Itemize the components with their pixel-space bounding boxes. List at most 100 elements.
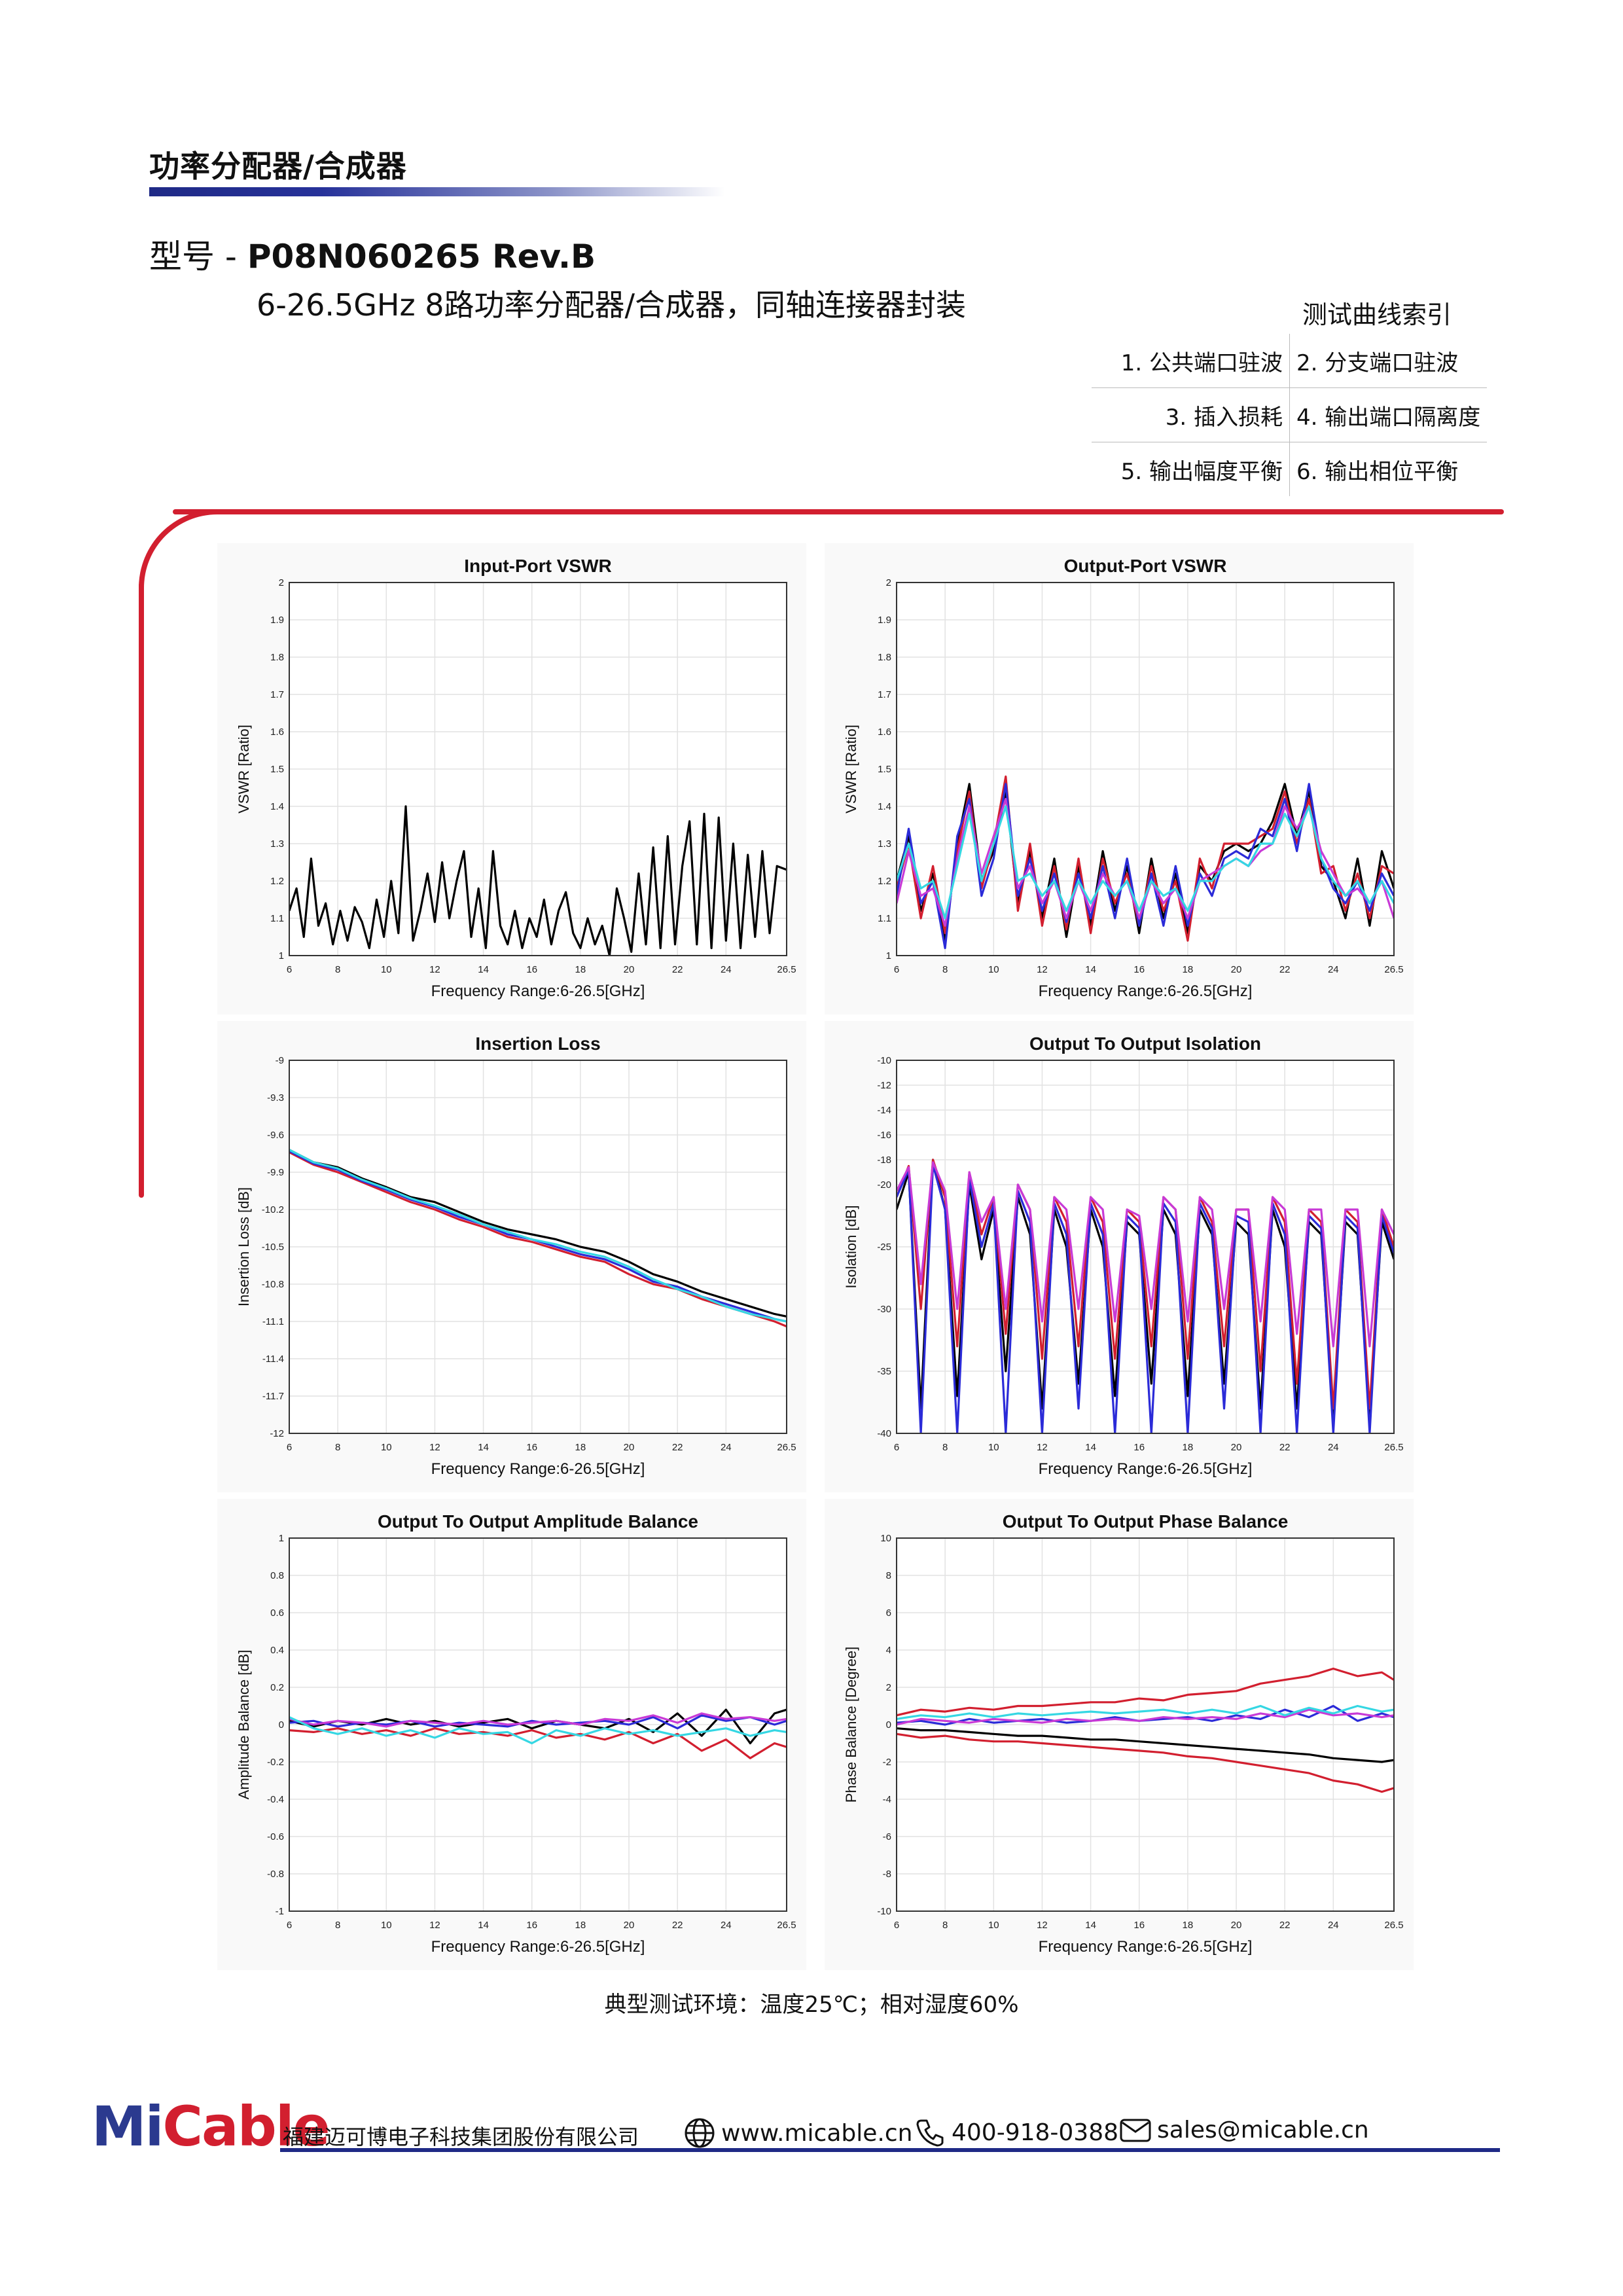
phone-number[interactable]: 400-918-0388 [952, 2119, 1119, 2146]
series-line-4 [289, 1149, 787, 1323]
x-tick-label: 6 [287, 964, 292, 975]
model-prefix: 型号 - [149, 238, 247, 276]
y-tick-label: 1.1 [878, 913, 891, 924]
chart-svg: 6 8 10 12 14 16 18 20 22 24 26.5 1 1.1 1.2 1.3 1.4 1.5 1.… [236, 556, 796, 1000]
x-tick-label: 14 [1085, 964, 1096, 975]
series-line-5 [897, 805, 1394, 920]
x-tick-label: 18 [575, 1442, 586, 1453]
micable-logo: MiCable [92, 2094, 330, 2159]
y-tick-label: 1 [279, 1533, 284, 1544]
x-tick-label: 6 [287, 1920, 292, 1931]
test-environment-note: 典型测试环境：温度25℃；相对湿度60% [604, 1992, 1019, 2018]
plot-border [896, 1537, 1395, 1912]
y-tick-label: -11.1 [262, 1316, 284, 1327]
x-tick-label: 20 [624, 964, 635, 975]
chart-title: Input-Port VSWR [464, 556, 612, 576]
chart-title: Insertion Loss [475, 1033, 600, 1054]
chart-title: Output-Port VSWR [1064, 556, 1227, 576]
x-tick-label: 12 [429, 1442, 440, 1453]
y-tick-label: 0.4 [270, 1645, 284, 1656]
header-gradient-rule [149, 187, 725, 196]
x-tick-label: 22 [672, 1920, 683, 1931]
chart-svg: 6 8 10 12 14 16 18 20 22 24 26.5-10-8-6-4-20246810… [843, 1511, 1404, 1956]
x-tick-label: 22 [672, 964, 683, 975]
y-axis-label: VSWR [Ratio] [843, 725, 859, 814]
series-group [897, 1158, 1394, 1433]
y-tick-label: -0.2 [267, 1757, 284, 1768]
series-line-2 [289, 1151, 787, 1328]
chart-title: Output To Output Isolation [1029, 1033, 1261, 1054]
series-line-5 [289, 1716, 787, 1745]
product-subtitle: 6-26.5GHz 8路功率分配器/合成器，同轴连接器封装 [257, 287, 967, 323]
x-tick-label: 14 [478, 964, 489, 975]
index-title: 测试曲线索引 [1302, 300, 1452, 329]
footer: MiCable 福建迈可博电子科技集团股份有限公司 www.micable.cn… [92, 2094, 1531, 2159]
x-tick-label: 18 [575, 1920, 586, 1931]
y-tick-label: 1.2 [270, 876, 284, 887]
x-tick-label: 24 [721, 1920, 732, 1931]
y-tick-label: 1.9 [878, 615, 891, 626]
x-tick-label: 6 [894, 964, 899, 975]
curve-index-table: 1. 公共端口驻波 2. 分支端口驻波 3. 插入损耗 4. 输出端口隔离度 5. … [1092, 334, 1488, 496]
x-tick-label: 14 [1085, 1442, 1096, 1453]
series-line-4 [897, 1161, 1394, 1348]
plot-border [896, 582, 1395, 956]
series-line-1 [289, 1708, 787, 1745]
y-axis-label: Phase Balance [Degree] [843, 1647, 859, 1803]
x-tick-label: 8 [335, 964, 340, 975]
y-tick-label: 1.3 [270, 838, 284, 850]
email-address[interactable]: sales@micable.cn [1157, 2117, 1369, 2144]
y-tick-label: -9.9 [267, 1167, 284, 1178]
y-tick-label: 1.8 [270, 652, 284, 663]
x-tick-label: 26.5 [777, 1442, 796, 1453]
chart-amplitude-balance: 6 8 10 12 14 16 18 20 22 24 26.5 -1 -0.8 -0.6 -0.4 -0.2… [217, 1499, 806, 1970]
y-tick-label: 1.1 [270, 913, 284, 924]
y-tick-label: -11.4 [262, 1354, 284, 1365]
x-tick-label: 12 [429, 964, 440, 975]
index-row: 3. 插入损耗 4. 输出端口隔离度 [1092, 387, 1488, 442]
x-tick-label: 16 [1133, 1920, 1145, 1931]
x-tick-label: 26.5 [1384, 964, 1403, 975]
chart-output-vswr: 6 8 10 12 14 16 18 20 22 24 26.5 1 1.1 1.2 1.3 1.4 1.5 1.… [825, 543, 1414, 1014]
x-tick-label: 26.5 [777, 964, 796, 975]
model-number: P08N060265 Rev.B [247, 238, 596, 276]
y-tick-label: 1.6 [270, 726, 284, 738]
x-tick-label: 22 [1279, 1920, 1291, 1931]
x-tick-label: 14 [478, 1442, 489, 1453]
series-group [289, 1708, 787, 1759]
email-contact: sales@micable.cn [1119, 2117, 1369, 2144]
x-tick-label: 24 [1328, 964, 1339, 975]
category-title: 功率分配器/合成器 [149, 149, 407, 184]
x-tick-label: 6 [287, 1442, 292, 1453]
x-tick-label: 8 [942, 1920, 948, 1931]
plot-border [896, 1060, 1395, 1434]
y-tick-label: -9.6 [267, 1130, 284, 1141]
website-link[interactable]: www.micable.cn [721, 2119, 913, 2147]
y-axis-label: Insertion Loss [dB] [236, 1187, 252, 1306]
phone-contact: 400-918-0388 [915, 2117, 1118, 2148]
series-group [897, 1667, 1394, 1793]
y-tick-label: 10 [880, 1533, 891, 1544]
x-tick-label: 14 [1085, 1920, 1096, 1931]
series-line-3 [897, 1727, 1394, 1763]
y-tick-label: -10.8 [262, 1279, 284, 1290]
y-tick-label: -10 [877, 1055, 891, 1066]
x-tick-label: 22 [672, 1442, 683, 1453]
x-tick-label: 14 [478, 1920, 489, 1931]
x-tick-label: 20 [624, 1442, 635, 1453]
y-tick-label: -6 [883, 1831, 891, 1842]
x-tick-label: 16 [526, 1920, 537, 1931]
series-line-1 [897, 1667, 1394, 1717]
y-tick-label: -1 [276, 1906, 284, 1917]
x-tick-label: 20 [624, 1920, 635, 1931]
y-tick-label: 1.8 [878, 652, 891, 663]
y-axis-label: Amplitude Balance [dB] [236, 1650, 252, 1800]
y-tick-label: 1.5 [878, 764, 891, 775]
series-line-2 [897, 1732, 1394, 1793]
index-row: 1. 公共端口驻波 2. 分支端口驻波 [1092, 334, 1487, 388]
y-tick-label: 1.3 [878, 838, 891, 850]
x-tick-label: 26.5 [1384, 1442, 1403, 1453]
series-line-6 [897, 1704, 1394, 1720]
y-axis-label: Isolation [dB] [843, 1205, 859, 1288]
y-tick-label: 1.7 [878, 689, 891, 700]
